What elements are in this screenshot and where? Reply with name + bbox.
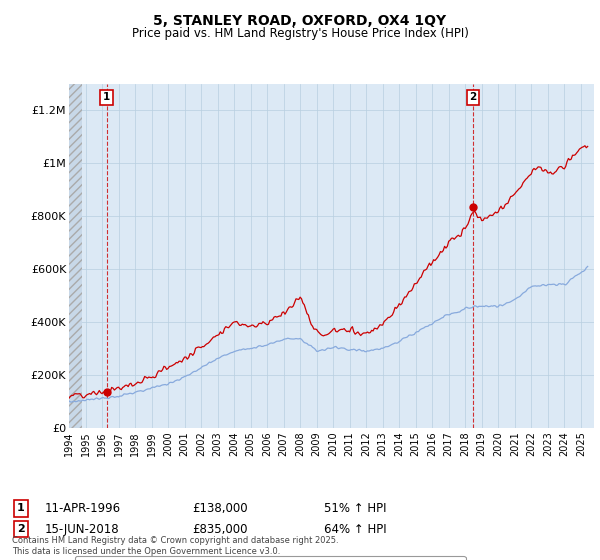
- Text: £835,000: £835,000: [192, 522, 248, 536]
- Legend: 5, STANLEY ROAD, OXFORD, OX4 1QY (semi-detached house), HPI: Average price, semi: 5, STANLEY ROAD, OXFORD, OX4 1QY (semi-d…: [74, 556, 466, 560]
- Text: Price paid vs. HM Land Registry's House Price Index (HPI): Price paid vs. HM Land Registry's House …: [131, 27, 469, 40]
- Text: 64% ↑ HPI: 64% ↑ HPI: [324, 522, 386, 536]
- Text: 1: 1: [17, 503, 25, 514]
- Text: 51% ↑ HPI: 51% ↑ HPI: [324, 502, 386, 515]
- Text: 15-JUN-2018: 15-JUN-2018: [45, 522, 119, 536]
- Text: 11-APR-1996: 11-APR-1996: [45, 502, 121, 515]
- Bar: [69, 84, 82, 428]
- Text: 2: 2: [469, 92, 476, 102]
- Text: 5, STANLEY ROAD, OXFORD, OX4 1QY: 5, STANLEY ROAD, OXFORD, OX4 1QY: [154, 14, 446, 28]
- Text: 1: 1: [103, 92, 110, 102]
- Text: Contains HM Land Registry data © Crown copyright and database right 2025.
This d: Contains HM Land Registry data © Crown c…: [12, 536, 338, 556]
- Text: £138,000: £138,000: [192, 502, 248, 515]
- Text: 2: 2: [17, 524, 25, 534]
